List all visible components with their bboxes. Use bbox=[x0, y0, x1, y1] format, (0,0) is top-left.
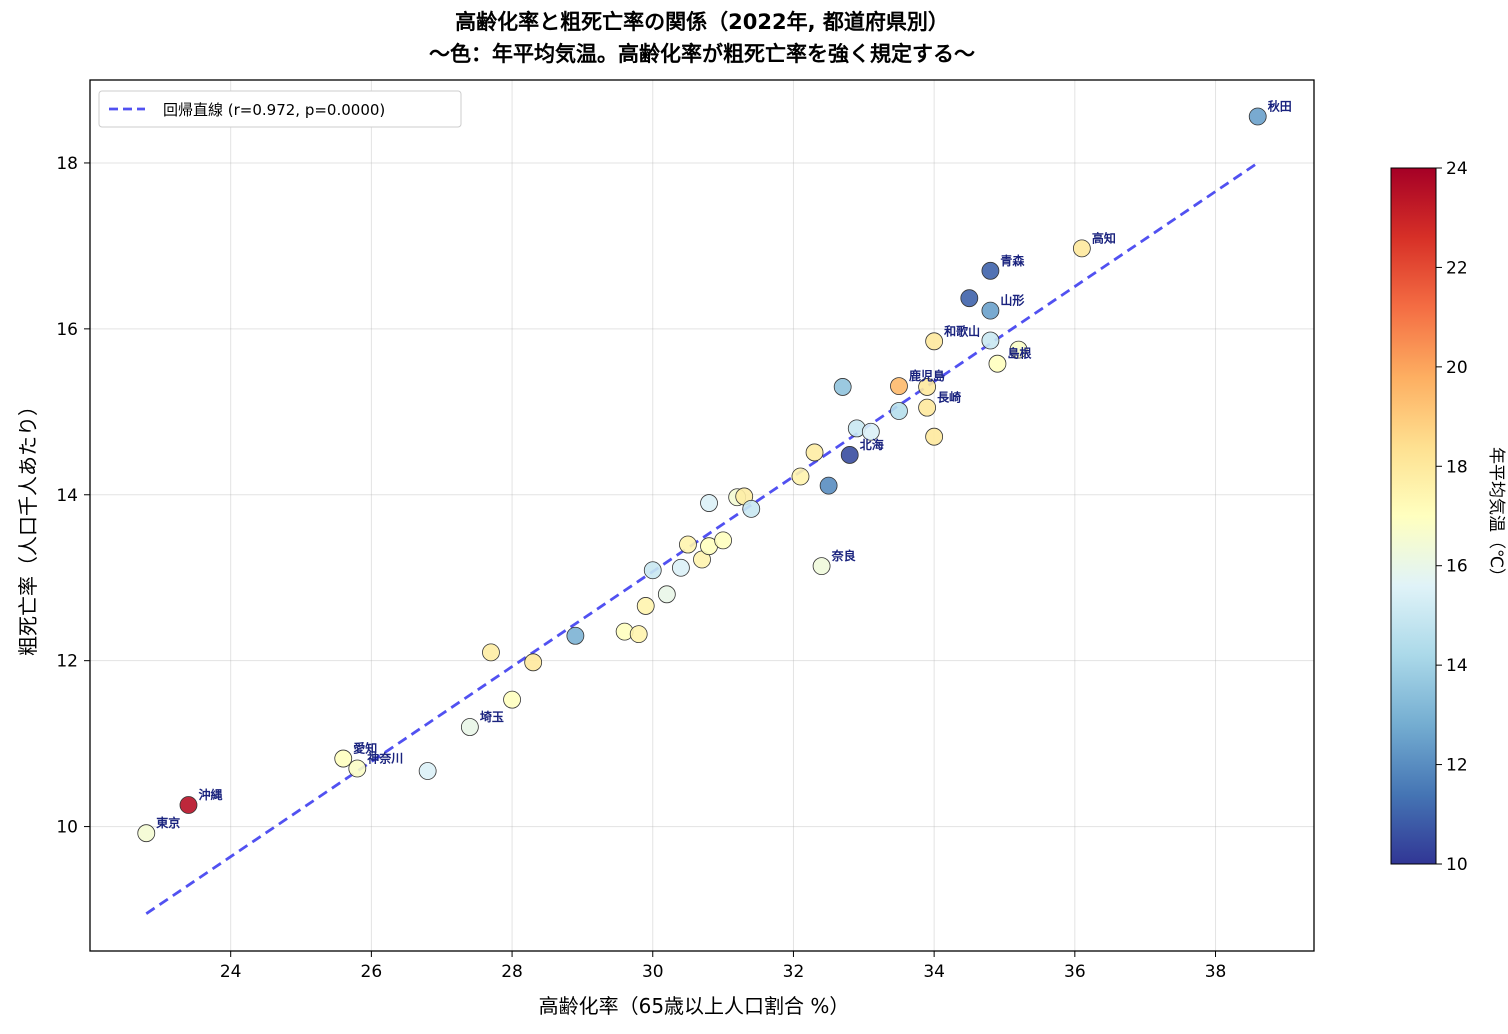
colorbar-tick-label: 24 bbox=[1446, 159, 1468, 179]
colorbar-tick-label: 22 bbox=[1446, 258, 1468, 278]
point-label: 埼玉 bbox=[480, 709, 504, 724]
data-point bbox=[566, 626, 585, 645]
data-point bbox=[861, 422, 880, 441]
data-point bbox=[890, 377, 908, 395]
data-point bbox=[657, 585, 676, 604]
chart-title-line1: 高齢化率と粗死亡率の関係（2022年, 都道府県別） bbox=[455, 10, 949, 34]
point-label: 沖縄 bbox=[198, 787, 222, 802]
legend-box bbox=[98, 90, 462, 128]
data-point bbox=[918, 398, 937, 417]
y-tick-label: 12 bbox=[56, 652, 78, 672]
plot-frame bbox=[89, 79, 1315, 952]
data-point bbox=[918, 378, 937, 396]
point-label: 青森 bbox=[1000, 253, 1025, 268]
data-points bbox=[137, 107, 1267, 843]
point-label: 鹿児島 bbox=[909, 368, 945, 383]
y-tick-label: 16 bbox=[56, 320, 78, 340]
point-label: 島根 bbox=[1007, 346, 1031, 361]
y-axis-label: 粗死亡率（人口千人あたり） bbox=[16, 396, 40, 656]
colorbar-tick-label: 10 bbox=[1446, 855, 1468, 875]
x-axis-ticks: 24 26 28 30 32 34 36 38 bbox=[220, 951, 1226, 982]
legend: 回帰直線 (r=0.972, p=0.0000) bbox=[98, 90, 462, 128]
data-point bbox=[503, 690, 521, 709]
y-tick-label: 10 bbox=[56, 818, 78, 838]
x-axis-label: 高齢化率（65歳以上人口割合 %） bbox=[539, 994, 850, 1018]
colorbar-tick-label: 14 bbox=[1446, 656, 1468, 676]
chart-title-line2: 〜色：年平均気温。高齢化率が粗死亡率を強く規定する〜 bbox=[429, 42, 975, 66]
data-point bbox=[629, 625, 648, 644]
colorbar-tick-label: 20 bbox=[1446, 358, 1468, 378]
point-label: 東京 bbox=[156, 815, 180, 830]
point-label: 愛知 bbox=[353, 741, 377, 756]
data-point bbox=[679, 535, 697, 554]
data-point bbox=[981, 331, 1000, 350]
data-point bbox=[460, 718, 479, 736]
legend-label: 回帰直線 (r=0.972, p=0.0000) bbox=[163, 101, 385, 119]
data-point bbox=[1009, 340, 1028, 359]
point-label: 山形 bbox=[1000, 293, 1024, 308]
point-label: 奈良 bbox=[831, 548, 856, 563]
data-point bbox=[643, 561, 662, 580]
colorbar-tick-label: 12 bbox=[1446, 756, 1468, 776]
data-point bbox=[418, 762, 437, 780]
colorbar-tick-label: 16 bbox=[1446, 557, 1468, 577]
x-tick-label: 38 bbox=[1205, 962, 1227, 982]
data-point bbox=[960, 289, 979, 308]
data-point bbox=[819, 476, 838, 495]
data-point bbox=[1072, 239, 1091, 258]
data-point bbox=[925, 332, 944, 351]
data-point bbox=[137, 824, 156, 843]
data-point bbox=[791, 467, 810, 486]
point-label: 長崎 bbox=[937, 390, 961, 405]
colorbar: 10 12 14 16 18 20 22 24 年平均気温（℃） bbox=[1390, 159, 1506, 875]
point-label: 高知 bbox=[1092, 230, 1116, 245]
data-point bbox=[840, 446, 859, 464]
x-tick-label: 30 bbox=[642, 962, 664, 982]
y-axis-ticks: 10 12 14 16 18 bbox=[56, 154, 90, 838]
data-point bbox=[742, 499, 761, 518]
x-tick-label: 26 bbox=[361, 962, 383, 982]
regression-line bbox=[145, 161, 1259, 915]
data-point bbox=[671, 558, 690, 577]
y-tick-label: 18 bbox=[56, 154, 78, 174]
x-tick-label: 32 bbox=[783, 962, 805, 982]
x-tick-label: 34 bbox=[923, 962, 945, 982]
data-point bbox=[179, 796, 198, 814]
data-point bbox=[812, 557, 831, 576]
y-tick-label: 14 bbox=[56, 486, 78, 506]
data-point bbox=[348, 759, 367, 778]
data-point bbox=[1248, 107, 1267, 126]
colorbar-ticks: 10 12 14 16 18 20 22 24 bbox=[1436, 159, 1468, 875]
colorbar-gradient bbox=[1390, 167, 1437, 865]
x-tick-label: 36 bbox=[1064, 962, 1086, 982]
point-label: 神奈川 bbox=[367, 751, 403, 766]
data-point bbox=[482, 643, 500, 662]
data-point bbox=[833, 378, 852, 396]
colorbar-label: 年平均気温（℃） bbox=[1486, 447, 1506, 585]
data-point bbox=[636, 597, 655, 615]
colorbar-tick-label: 18 bbox=[1446, 457, 1468, 477]
point-label: 和歌山 bbox=[943, 323, 980, 338]
data-point bbox=[805, 443, 824, 462]
x-tick-label: 28 bbox=[501, 962, 523, 982]
data-point bbox=[700, 494, 718, 512]
point-label: 秋田 bbox=[1268, 98, 1292, 113]
data-point bbox=[890, 402, 908, 420]
data-point bbox=[988, 354, 1007, 373]
data-point bbox=[981, 301, 1000, 320]
data-point bbox=[334, 749, 353, 768]
data-point bbox=[714, 531, 733, 550]
point-label: 北海 bbox=[860, 437, 884, 452]
x-tick-label: 24 bbox=[220, 962, 242, 982]
data-point bbox=[925, 427, 944, 446]
grid-lines bbox=[90, 80, 1314, 951]
data-point bbox=[524, 653, 543, 672]
data-point bbox=[981, 261, 1000, 280]
